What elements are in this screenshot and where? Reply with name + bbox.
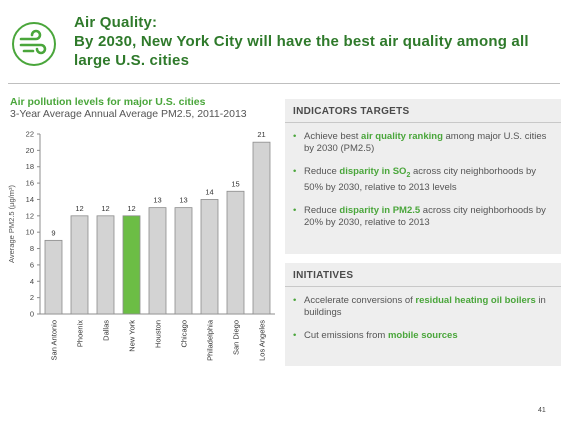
title-line-3: large U.S. cities <box>74 52 190 69</box>
y-tick-label: 12 <box>26 211 34 220</box>
initiatives-heading: INITIATIVES <box>293 270 354 281</box>
data-label: 9 <box>51 228 55 237</box>
x-tick-label: Los Angeles <box>258 320 267 361</box>
indicators-divider <box>285 122 561 123</box>
bar-philadelphia <box>200 199 219 315</box>
title-line-2: By 2030, New York City will have the bes… <box>74 33 529 50</box>
x-tick-label: Phoenix <box>76 320 85 347</box>
initiative-mobile-sources: Cut emissions from mobile sources <box>293 330 553 342</box>
wind-icon <box>12 22 56 66</box>
data-label: 15 <box>231 179 239 188</box>
y-tick-label: 20 <box>26 146 34 155</box>
pm25-bar-chart: Average PM2.5 (µg/m³) 0 2 4 6 8 10 12 14 16 18 20 22… <box>7 130 275 361</box>
bar-dallas <box>96 215 115 315</box>
initiatives-divider <box>285 286 561 287</box>
indicator-pm25-disparity: Reduce disparity in PM2.5 across city ne… <box>293 205 553 229</box>
chart-title: Air pollution levels for major U.S. citi… <box>10 96 206 108</box>
data-label: 21 <box>257 130 265 139</box>
x-tick-label: San Diego <box>232 320 241 355</box>
header-divider <box>8 83 560 84</box>
x-tick-label: San Antonio <box>50 320 59 360</box>
bar-houston <box>148 207 167 315</box>
initiative-heating-oil-boilers: Accelerate conversions of residual heati… <box>293 295 553 319</box>
y-tick-label: 0 <box>30 310 34 319</box>
bar-san-diego <box>226 190 245 315</box>
data-label: 12 <box>75 204 83 213</box>
x-tick-label: Chicago <box>180 320 189 348</box>
bar-los-angeles <box>252 141 271 315</box>
indicators-heading: INDICATORS TARGETS <box>293 106 410 117</box>
x-tick-label: New York <box>128 320 137 352</box>
data-label: 12 <box>127 204 135 213</box>
initiatives-panel: INITIATIVES Accelerate conversions of re… <box>285 263 561 366</box>
y-tick-label: 14 <box>26 195 34 204</box>
y-tick-label: 18 <box>26 162 34 171</box>
y-tick-label: 6 <box>30 260 34 269</box>
data-label: 13 <box>179 196 187 205</box>
x-tick-label: Dallas <box>102 320 111 341</box>
bar-phoenix <box>70 215 89 315</box>
data-label: 13 <box>153 196 161 205</box>
x-tick-label: Houston <box>154 320 163 348</box>
x-tick-label: Philadelphia <box>206 319 215 361</box>
y-tick-label: 16 <box>26 179 34 188</box>
bar-new-york <box>122 215 141 315</box>
data-label: 12 <box>101 204 109 213</box>
y-tick-label: 10 <box>26 228 34 237</box>
data-label: 14 <box>205 187 213 196</box>
indicators-panel: INDICATORS TARGETS Achieve best air qual… <box>285 99 561 254</box>
y-tick-label: 8 <box>30 244 34 253</box>
title-line-1: Air Quality: <box>74 14 158 31</box>
indicator-so2-disparity: Reduce disparity in SO2 across city neig… <box>293 166 553 194</box>
bar-san-antonio <box>44 239 63 315</box>
y-axis-label: Average PM2.5 (µg/m³) <box>7 185 16 263</box>
chart-subtitle: 3-Year Average Annual Average PM2.5, 201… <box>10 108 247 120</box>
page-title: Air Quality: By 2030, New York City will… <box>74 13 564 70</box>
y-tick-label: 2 <box>30 293 34 302</box>
indicator-air-quality-ranking: Achieve best air quality ranking among m… <box>293 131 553 155</box>
y-tick-label: 4 <box>30 277 34 286</box>
page-number: 41 <box>538 407 546 414</box>
y-tick-label: 22 <box>26 130 34 139</box>
bar-chicago <box>174 207 193 315</box>
